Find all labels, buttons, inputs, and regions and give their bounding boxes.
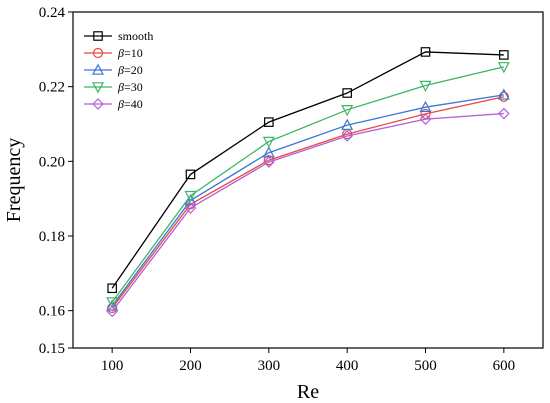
legend-label: β=10 (117, 46, 143, 60)
series-layer (106, 47, 510, 318)
data-point (497, 88, 510, 100)
data-point (419, 113, 432, 125)
data-point (420, 47, 431, 57)
data-point (184, 190, 197, 203)
axis-ticks: 100 200 300 400 500 600 0.15 0.16 0.18 0.20 0.22 0.… (39, 5, 515, 374)
data-point (341, 105, 354, 117)
legend-item: β=30 (84, 80, 143, 94)
legend-value: =40 (124, 97, 143, 111)
legend-item: β=10 (84, 46, 143, 60)
data-point (262, 136, 275, 149)
y-axis-title: Frequency (3, 138, 25, 222)
legend-marker (92, 82, 104, 94)
legend-value: =30 (124, 80, 143, 94)
series-line (111, 112, 504, 312)
x-tick-label: 500 (414, 358, 437, 374)
x-tick-label: 600 (493, 358, 516, 374)
legend-label: β=20 (117, 63, 143, 77)
data-point (342, 88, 352, 98)
series-0 (107, 47, 509, 294)
series-line (111, 66, 504, 303)
plot-area (72, 11, 544, 349)
legend-marker (93, 31, 103, 41)
data-point (106, 305, 119, 318)
legend-symbol: β (117, 80, 124, 94)
legend-value: =10 (124, 46, 143, 60)
x-tick-label: 100 (101, 358, 124, 374)
legend-value: smooth (118, 29, 153, 43)
legend-symbol: β (117, 97, 124, 111)
data-point (420, 108, 431, 120)
data-point (264, 117, 274, 127)
legend-symbol: β (117, 63, 124, 77)
data-point (184, 202, 197, 214)
data-point (107, 283, 117, 294)
legend-label: β=30 (117, 80, 143, 94)
x-tick-label: 300 (258, 358, 281, 374)
data-point (497, 62, 510, 74)
legend-marker (92, 47, 104, 59)
y-tick-label: 0.18 (39, 229, 65, 245)
legend-label: smooth (118, 29, 153, 43)
data-point (106, 299, 119, 311)
y-tick-label: 0.24 (39, 5, 66, 21)
data-point (419, 80, 432, 93)
legend-marker (92, 63, 104, 75)
legend-item: smooth (84, 29, 153, 43)
data-point (341, 118, 354, 130)
data-point (341, 130, 354, 142)
x-tick-label: 400 (336, 358, 359, 374)
y-tick-label: 0.15 (39, 341, 65, 357)
data-point (498, 91, 509, 102)
data-point (262, 156, 275, 168)
series-4 (106, 107, 510, 318)
y-tick-label: 0.20 (39, 154, 65, 170)
y-tick-label: 0.16 (39, 304, 66, 320)
x-tick-label: 200 (179, 358, 202, 374)
legend-value: =20 (124, 63, 143, 77)
data-point (185, 169, 196, 180)
legend-marker (92, 98, 104, 110)
series-line (111, 96, 504, 309)
data-point (106, 297, 119, 309)
legend-label: β=40 (117, 97, 143, 111)
series-3 (106, 62, 510, 309)
data-point (419, 100, 432, 113)
series-line (111, 94, 504, 307)
y-tick-label: 0.22 (39, 80, 65, 96)
legend-item: β=40 (84, 97, 143, 111)
data-point (499, 50, 509, 60)
legend-item: β=20 (84, 63, 143, 77)
data-point (497, 107, 510, 120)
legend-symbol: β (117, 46, 124, 60)
x-axis-title: Re (297, 381, 319, 403)
series-line (111, 51, 504, 289)
